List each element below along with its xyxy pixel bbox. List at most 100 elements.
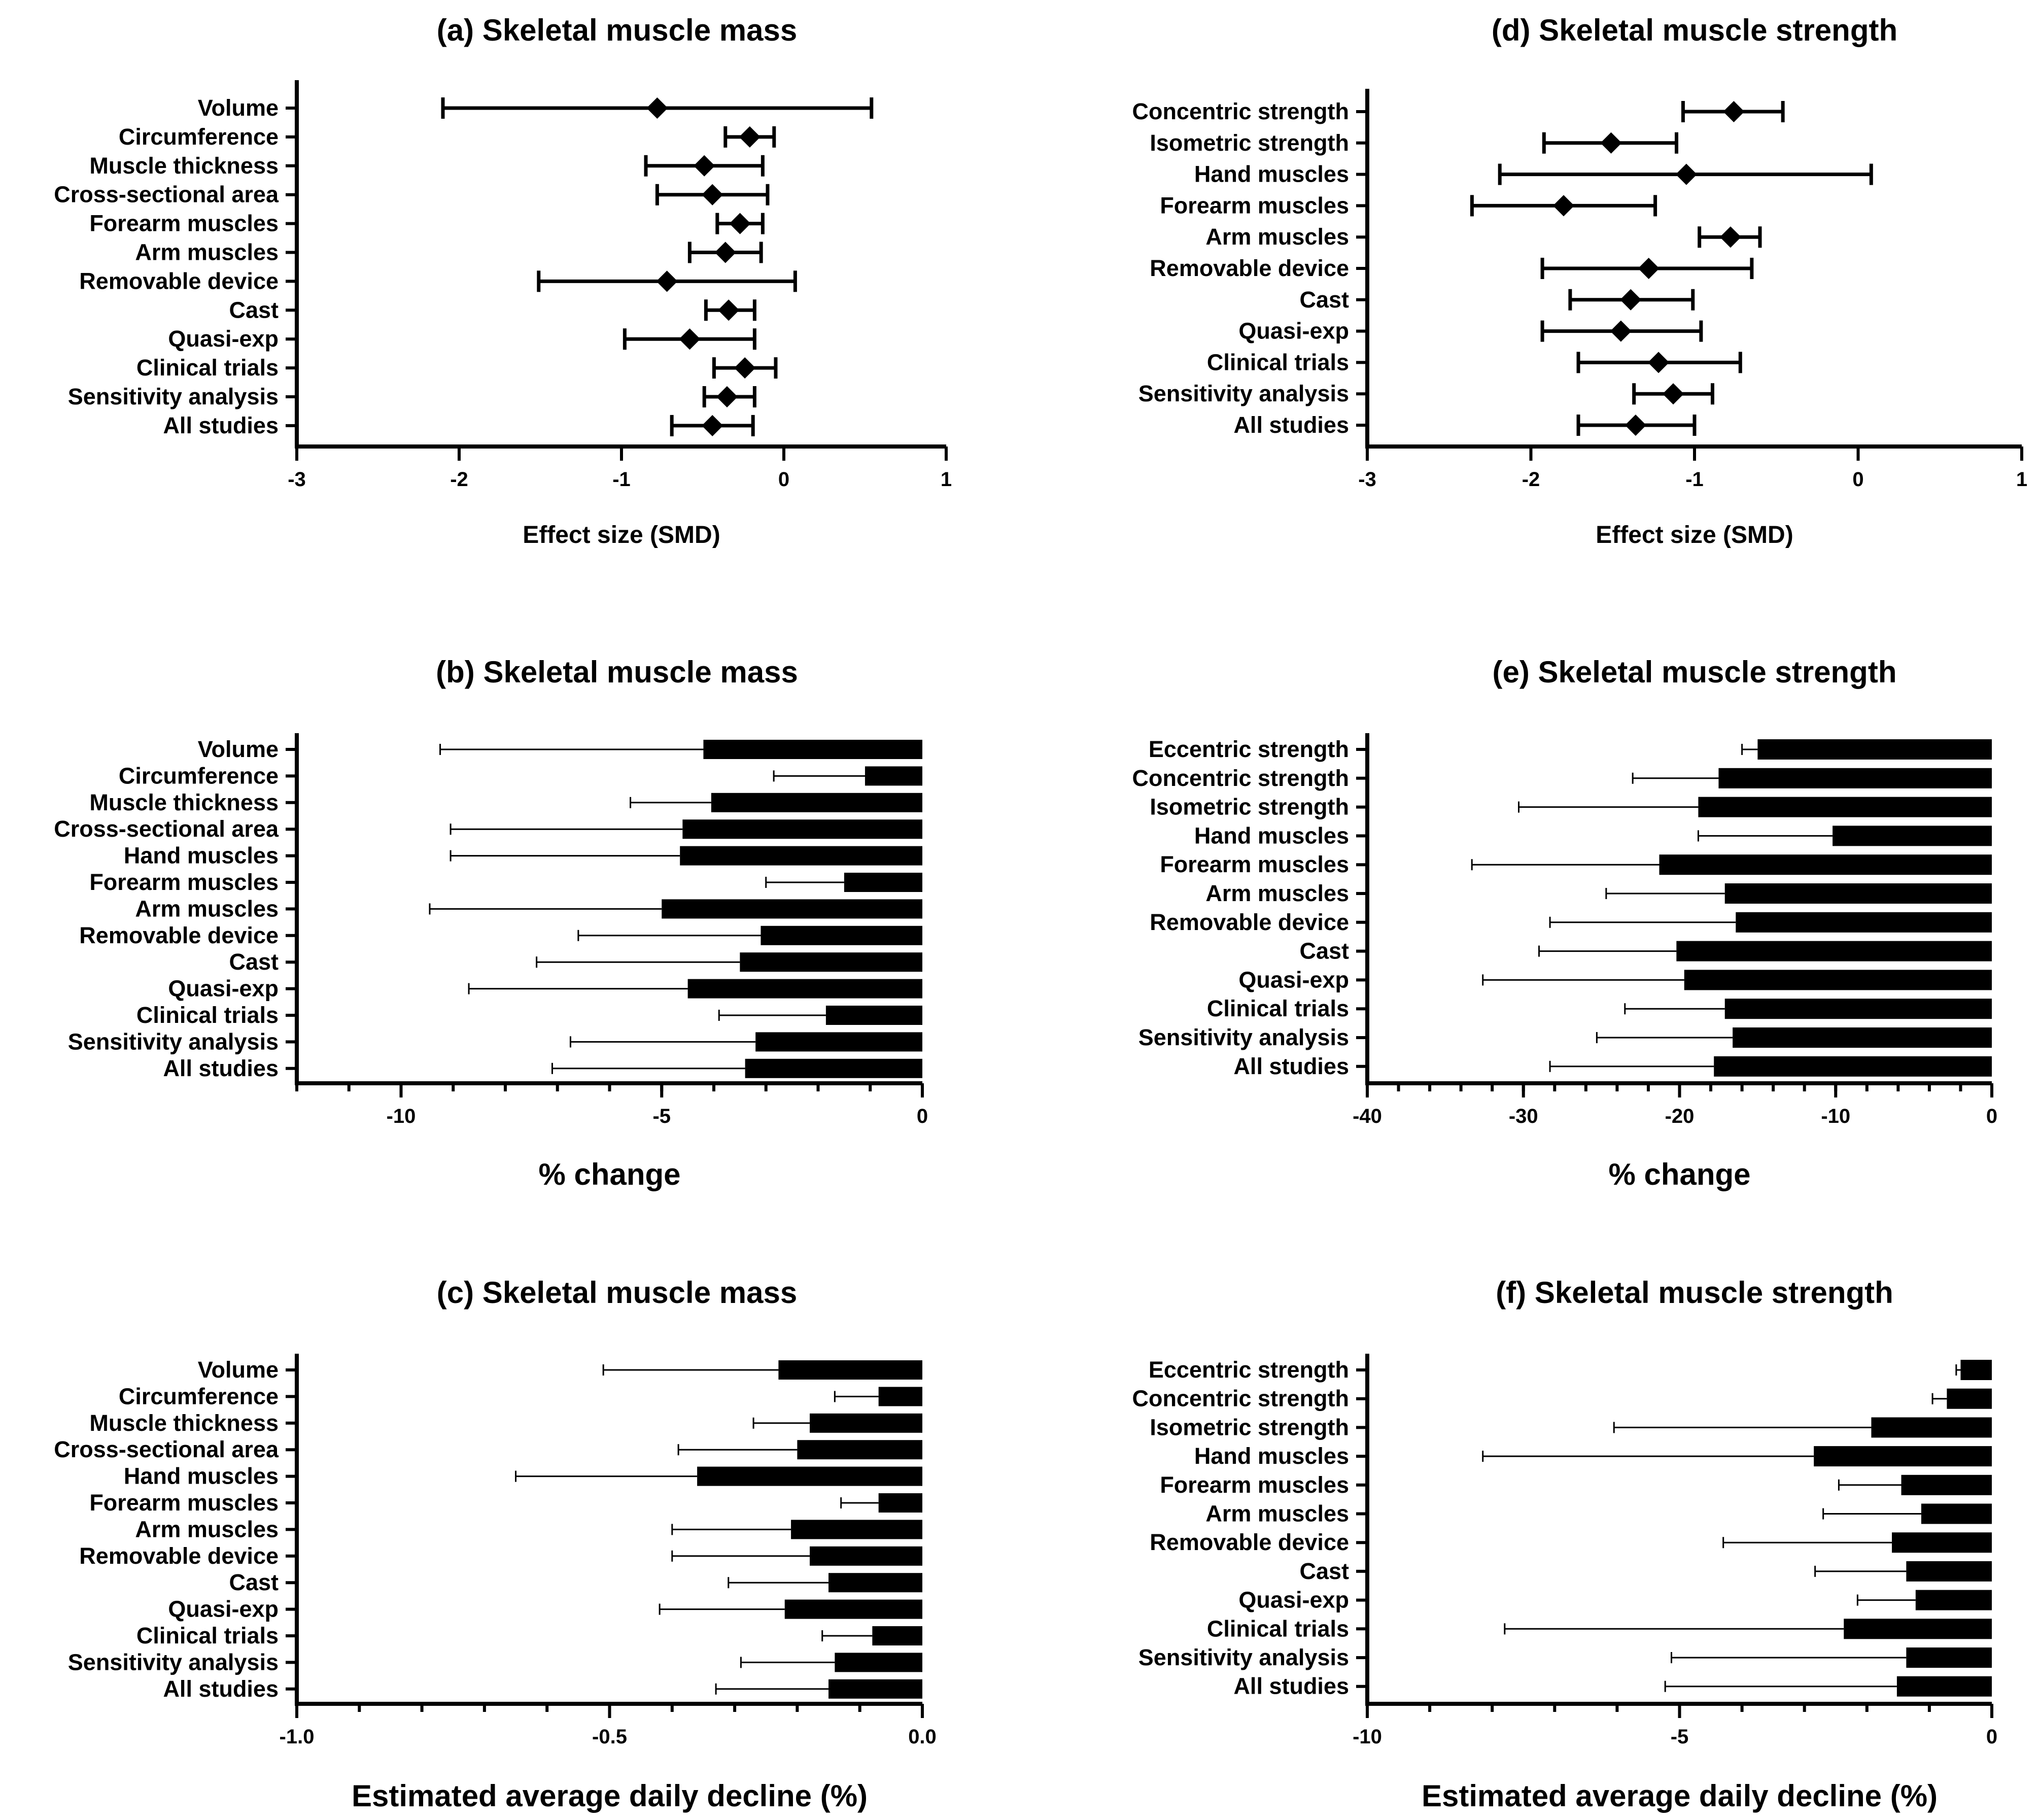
category-label: All studies	[1233, 1673, 1349, 1699]
bar	[687, 979, 922, 999]
bar	[1676, 941, 1992, 961]
category-label: Hand muscles	[124, 843, 279, 869]
bar	[1896, 1676, 1992, 1697]
category-label: Clinical trials	[1207, 349, 1349, 375]
point-estimate	[1625, 415, 1646, 436]
bar	[778, 1360, 922, 1380]
x-axis-label: Estimated average daily decline (%)	[1422, 1779, 1938, 1813]
bar	[835, 1653, 922, 1672]
category-label: Sensitivity analysis	[1138, 1024, 1349, 1050]
category-label: Hand muscles	[1194, 1443, 1349, 1469]
panel-e: (e) Skeletal muscle strength -40 -30 -20 -10…	[1132, 655, 1997, 1191]
bar	[1659, 854, 1992, 875]
category-label: Clinical trials	[136, 1002, 279, 1028]
category-label: Cast	[229, 949, 279, 975]
point-estimate	[694, 155, 715, 177]
x-tick-label: -40	[1353, 1105, 1382, 1127]
bar	[1960, 1360, 1992, 1380]
point-estimate	[1719, 226, 1741, 248]
x-tick-label: -30	[1509, 1105, 1538, 1127]
bar	[1915, 1590, 1992, 1610]
x-tick-label: -10	[1821, 1105, 1850, 1127]
x-tick-label: -3	[1358, 468, 1376, 491]
point-estimate	[1723, 101, 1745, 122]
x-tick-label: -1.0	[280, 1726, 315, 1748]
category-label: All studies	[1233, 412, 1349, 438]
category-label: Cross-sectional area	[54, 816, 279, 842]
category-label: Forearm muscles	[1160, 1472, 1349, 1498]
x-tick-label: 1	[2016, 468, 2027, 491]
category-label: Hand muscles	[1194, 822, 1349, 848]
category-label: Cross-sectional area	[54, 182, 279, 208]
x-axis-label: Estimated average daily decline (%)	[352, 1779, 868, 1813]
point-estimate	[716, 386, 738, 407]
category-label: Hand muscles	[1194, 161, 1349, 187]
category-label: Removable device	[79, 1543, 279, 1569]
point-estimate	[656, 270, 678, 292]
category-label: Sensitivity analysis	[68, 1649, 279, 1675]
category-label: Cast	[1299, 287, 1349, 313]
category-label: Removable device	[1150, 1529, 1349, 1555]
chart-title: (e) Skeletal muscle strength	[1493, 655, 1897, 689]
category-label: Quasi-exp	[168, 976, 279, 1002]
panel-b: (b) Skeletal muscle mass -10 -5 0 % change Vo…	[54, 655, 928, 1191]
bar	[1844, 1619, 1992, 1639]
category-label: Clinical trials	[1207, 1616, 1349, 1641]
category-label: Sensitivity analysis	[68, 1028, 279, 1054]
point-estimate	[1663, 383, 1684, 405]
x-axis-label: % change	[538, 1157, 680, 1191]
category-label: Arm muscles	[1205, 224, 1349, 250]
x-tick-label: 0.0	[908, 1726, 937, 1748]
category-label: Cross-sectional area	[54, 1436, 279, 1462]
category-label: All studies	[163, 1676, 279, 1702]
x-tick-label: -5	[1671, 1726, 1689, 1748]
point-estimate	[1648, 352, 1670, 373]
category-label: Isometric strength	[1150, 1414, 1349, 1440]
bar	[797, 1440, 922, 1460]
bar	[1724, 883, 1992, 904]
bar	[1947, 1388, 1992, 1409]
point-estimate	[1553, 195, 1574, 217]
category-label: Quasi-exp	[1238, 1587, 1349, 1613]
category-label: Clinical trials	[136, 355, 279, 381]
x-axis-label: % change	[1608, 1157, 1750, 1191]
point-estimate	[702, 415, 723, 436]
point-estimate	[1675, 163, 1697, 185]
category-label: Forearm muscles	[89, 869, 279, 895]
x-tick-label: -10	[1353, 1726, 1382, 1748]
category-label: Clinical trials	[136, 1623, 279, 1649]
bar	[1724, 999, 1992, 1019]
category-label: Arm muscles	[135, 896, 279, 921]
category-label: Quasi-exp	[168, 326, 279, 352]
point-estimate	[734, 357, 756, 379]
bar	[761, 925, 922, 945]
bar	[810, 1413, 922, 1433]
bar	[1833, 826, 1992, 846]
chart-title: (a) Skeletal muscle mass	[437, 13, 797, 47]
bar	[825, 1006, 922, 1025]
x-tick-label: 0	[1852, 468, 1863, 491]
category-label: Arm muscles	[1205, 880, 1349, 906]
panel-a: (a) Skeletal muscle mass -3 -2 -1 0 1 Effect s…	[54, 13, 952, 548]
category-label: Sensitivity analysis	[1138, 1644, 1349, 1670]
category-label: All studies	[163, 1055, 279, 1081]
x-tick-label: 0	[917, 1105, 928, 1127]
panel-d: (d) Skeletal muscle strength -3 -2 -1 0 1 Effe…	[1132, 13, 2027, 548]
category-label: Removable device	[79, 922, 279, 948]
category-label: Clinical trials	[1207, 995, 1349, 1021]
bar	[1871, 1417, 1992, 1438]
category-label: Eccentric strength	[1149, 1357, 1349, 1383]
x-tick-label: -0.5	[592, 1726, 627, 1748]
bar	[872, 1626, 922, 1645]
x-tick-label: 0	[778, 468, 789, 491]
point-estimate	[739, 126, 761, 148]
category-label: Cast	[229, 297, 279, 323]
bar	[662, 899, 922, 919]
category-label: Arm muscles	[1205, 1501, 1349, 1527]
x-axis-label: Effect size (SMD)	[1596, 522, 1793, 548]
category-label: Volume	[198, 1357, 279, 1383]
bar	[1906, 1561, 1992, 1582]
bar	[680, 846, 922, 866]
category-label: Hand muscles	[124, 1463, 279, 1489]
bar	[682, 819, 922, 839]
